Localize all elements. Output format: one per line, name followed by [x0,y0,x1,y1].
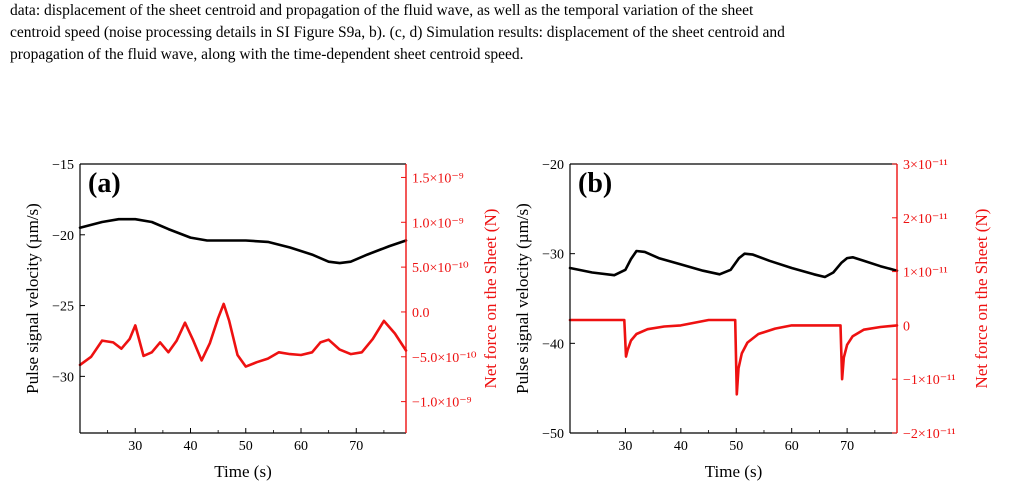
caption-line-2: centroid speed (noise processing details… [10,24,785,41]
series-line-right [78,302,408,368]
x-tick-label: 50 [239,439,253,454]
y-right-tick-label: 0.0 [412,306,430,321]
panel-label: (b) [578,168,612,199]
y-left-tick-label: −30 [52,370,74,385]
caption-line-1: data: displacement of the sheet centroid… [10,2,754,19]
x-tick-label: 70 [349,439,363,454]
x-tick-label: 30 [618,439,632,454]
y-right-tick-label: 1×10⁻¹¹ [903,266,948,281]
panel-label: (a) [88,168,121,199]
y-right-tick-label: −1.0×10⁻⁹ [412,396,472,411]
y-right-axis-label: Net force on the Sheet (N) [972,209,991,389]
series-line-left [568,249,899,279]
x-tick-label: 70 [840,439,854,454]
figure-caption: data: displacement of the sheet centroid… [10,0,1000,66]
y-right-tick-label: 2×10⁻¹¹ [903,212,948,227]
chart-panel-a: 30 40 50 60 70 −30 −25 −20 −15 −1.0×10⁻⁹ −5.0×10⁻¹… [23,158,500,481]
y-left-tick-label: −30 [542,248,564,263]
x-tick-label: 60 [785,439,799,454]
y-left-axis-label: Pulse signal velocity (µm/s) [513,203,532,394]
y-left-tick-label: −15 [52,158,74,173]
y-left-tick-label: −20 [542,158,564,173]
chart-panel-b: 30 40 50 60 70 −50 −40 −30 −20 −2×10⁻¹¹ −1×10⁻¹¹ 0 1… [513,158,991,481]
x-tick-label: 50 [729,439,743,454]
y-left-tick-label: −25 [52,300,74,315]
y-right-tick-label: −5.0×10⁻¹⁰ [412,351,477,366]
x-axis-label: Time (s) [214,462,271,481]
y-left-axis-label: Pulse signal velocity (µm/s) [23,203,42,394]
y-right-tick-label: 5.0×10⁻¹⁰ [412,261,469,276]
y-right-tick-label: 1.5×10⁻⁹ [412,171,464,186]
y-left-tick-label: −20 [52,229,74,244]
x-tick-label: 30 [128,439,142,454]
x-tick-label: 40 [184,439,198,454]
x-tick-label: 60 [294,439,308,454]
caption-line-3: propagation of the fluid wave, along wit… [10,46,524,63]
y-right-tick-label: 0 [903,319,910,334]
y-left-tick-label: −50 [542,427,564,442]
y-right-tick-label: −1×10⁻¹¹ [903,373,956,388]
series-line-right [568,318,899,396]
y-right-tick-label: 3×10⁻¹¹ [903,158,948,173]
series-line-left [78,217,408,265]
y-left-tick-label: −40 [542,337,564,352]
y-right-axis-label: Net force on the Sheet (N) [481,209,500,389]
x-tick-label: 40 [674,439,688,454]
y-right-tick-label: 1.0×10⁻⁹ [412,216,464,231]
x-axis-label: Time (s) [705,462,762,481]
y-right-tick-label: −2×10⁻¹¹ [903,427,956,442]
